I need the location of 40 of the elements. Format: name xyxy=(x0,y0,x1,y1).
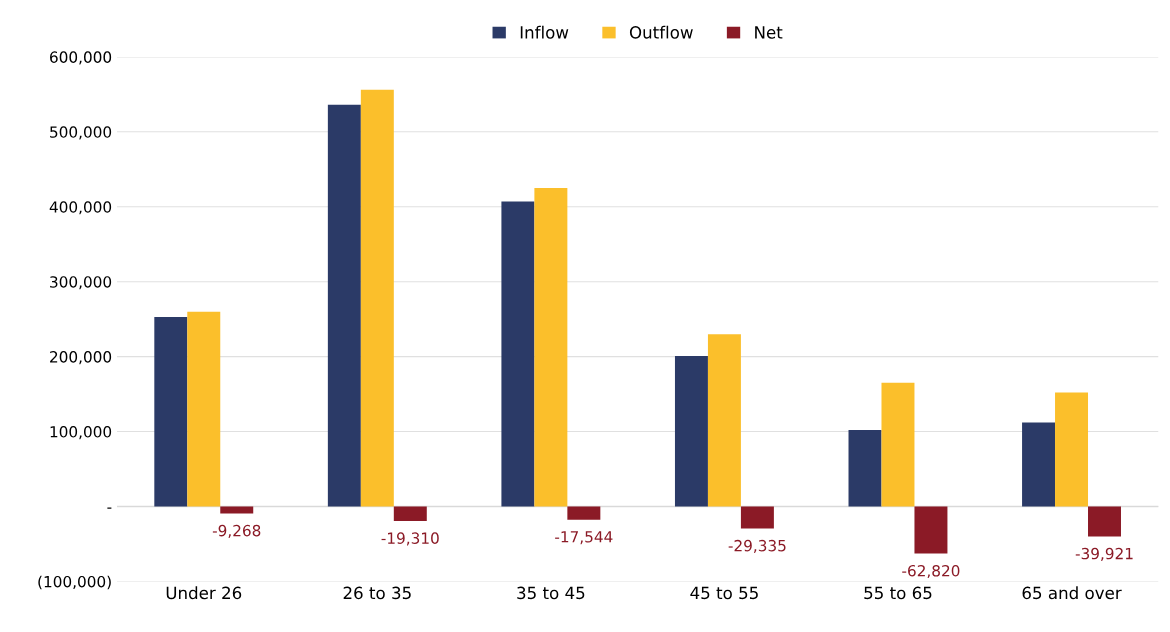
bar xyxy=(327,104,361,507)
x-tick-label: 55 to 65 xyxy=(864,586,932,600)
bar xyxy=(1022,422,1056,507)
bar xyxy=(360,89,394,507)
data-label: -29,335 xyxy=(728,539,786,553)
bar xyxy=(707,334,741,507)
bar xyxy=(848,430,882,507)
y-tick-label: 300,000 xyxy=(50,276,112,290)
bar xyxy=(567,506,601,520)
y-tick-label: 600,000 xyxy=(50,51,112,65)
bar xyxy=(881,382,915,507)
y-tick-label: (100,000) xyxy=(38,575,111,590)
legend-label: Inflow xyxy=(520,25,569,39)
x-tick-label: 45 to 55 xyxy=(690,586,758,600)
y-tick-label: 500,000 xyxy=(50,126,112,140)
bar xyxy=(154,316,188,507)
data-label: -62,820 xyxy=(902,564,960,579)
legend-label: Outflow xyxy=(629,25,693,39)
data-label: -19,310 xyxy=(381,532,439,546)
data-label: -39,921 xyxy=(1075,547,1133,561)
bar xyxy=(393,506,427,521)
legend-label: Net xyxy=(755,26,783,39)
data-label: -17,544 xyxy=(555,531,613,545)
y-tick-label: 400,000 xyxy=(49,201,112,215)
bar xyxy=(501,201,535,507)
y-tick-label: 100,000 xyxy=(50,426,112,440)
bar xyxy=(187,311,221,507)
x-tick-label: 35 to 45 xyxy=(517,586,585,600)
x-tick-label: 65 and over xyxy=(1022,586,1122,600)
bar xyxy=(914,506,948,554)
y-tick-label: - xyxy=(107,507,112,509)
bar xyxy=(674,355,708,507)
x-tick-label: Under 26 xyxy=(166,586,242,600)
bar xyxy=(534,188,568,507)
data-label: -9,268 xyxy=(212,524,261,538)
x-tick-label: 26 to 35 xyxy=(343,586,411,600)
bar xyxy=(1088,506,1121,537)
y-tick-label: 200,000 xyxy=(50,351,112,365)
bar xyxy=(740,506,774,529)
bar xyxy=(1055,392,1089,507)
